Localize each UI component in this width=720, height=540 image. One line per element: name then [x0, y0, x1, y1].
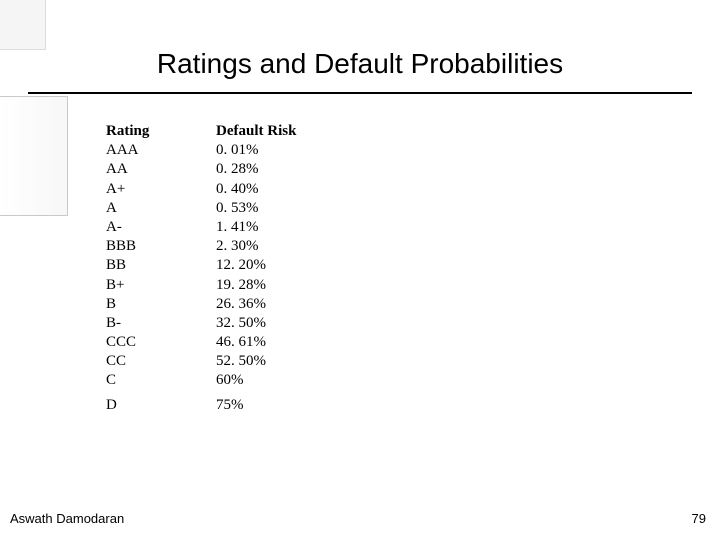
cell-rating: BB [106, 256, 216, 275]
cell-rating: AAA [106, 141, 216, 160]
table-header-row: Rating Default Risk [106, 122, 356, 141]
table-row: CCC 46. 61% [106, 333, 356, 352]
cell-risk: 75% [216, 396, 356, 415]
slide: Ratings and Default Probabilities Rating… [0, 0, 720, 540]
table-row: AA 0. 28% [106, 160, 356, 179]
cell-risk: 0. 40% [216, 180, 356, 199]
footer-author: Aswath Damodaran [10, 511, 124, 526]
table-row: A- 1. 41% [106, 218, 356, 237]
cell-risk: 0. 28% [216, 160, 356, 179]
cell-risk: 2. 30% [216, 237, 356, 256]
cell-rating: D [106, 396, 216, 415]
table-row: BB 12. 20% [106, 256, 356, 275]
table-row: CC 52. 50% [106, 352, 356, 371]
table-row: C 60% [106, 371, 356, 390]
table-row: BBB 2. 30% [106, 237, 356, 256]
cell-risk: 0. 01% [216, 141, 356, 160]
table-row: A+ 0. 40% [106, 180, 356, 199]
slide-title: Ratings and Default Probabilities [157, 48, 563, 80]
header-risk: Default Risk [216, 122, 356, 141]
cell-rating: B- [106, 314, 216, 333]
cell-rating: A- [106, 218, 216, 237]
table-row: A 0. 53% [106, 199, 356, 218]
cell-risk: 52. 50% [216, 352, 356, 371]
cell-risk: 19. 28% [216, 276, 356, 295]
table-row: B+ 19. 28% [106, 276, 356, 295]
cell-rating: CC [106, 352, 216, 371]
cell-risk: 60% [216, 371, 356, 390]
cell-rating: C [106, 371, 216, 390]
title-underline [28, 92, 692, 94]
cell-risk: 1. 41% [216, 218, 356, 237]
ratings-table: Rating Default Risk AAA 0. 01% AA 0. 28%… [106, 122, 356, 415]
footer-page-number: 79 [692, 511, 706, 526]
table-row: AAA 0. 01% [106, 141, 356, 160]
cell-rating: BBB [106, 237, 216, 256]
cell-risk: 46. 61% [216, 333, 356, 352]
header-rating: Rating [106, 122, 216, 141]
table-row: B- 32. 50% [106, 314, 356, 333]
cell-risk: 0. 53% [216, 199, 356, 218]
cell-risk: 32. 50% [216, 314, 356, 333]
decor-left-spine [0, 96, 68, 216]
table-row: B 26. 36% [106, 295, 356, 314]
cell-rating: AA [106, 160, 216, 179]
cell-rating: A [106, 199, 216, 218]
cell-rating: CCC [106, 333, 216, 352]
cell-risk: 26. 36% [216, 295, 356, 314]
cell-rating: A+ [106, 180, 216, 199]
decor-top-left-tab [0, 0, 46, 50]
cell-risk: 12. 20% [216, 256, 356, 275]
cell-rating: B [106, 295, 216, 314]
title-container: Ratings and Default Probabilities [0, 48, 720, 80]
table-row: D 75% [106, 396, 356, 415]
cell-rating: B+ [106, 276, 216, 295]
